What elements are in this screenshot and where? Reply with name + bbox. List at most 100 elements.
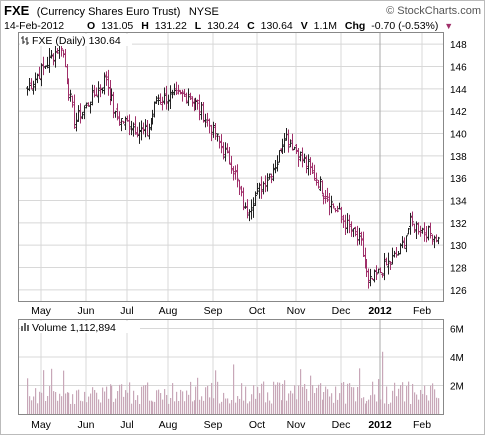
- ohlc-bar: [399, 243, 402, 255]
- volume-bar: [223, 392, 225, 414]
- volume-bar: [147, 382, 149, 414]
- ohlc-bar: [317, 180, 320, 189]
- ohlc-bar: [212, 121, 215, 138]
- ohlc-bar: [433, 235, 436, 249]
- volume-bar: [108, 398, 110, 414]
- volume-bar: [365, 403, 367, 414]
- volume-bar: [265, 402, 267, 414]
- ohlc-bar: [427, 225, 430, 241]
- volume-bar: [325, 386, 327, 414]
- ohlc-bar: [52, 53, 55, 66]
- ohlc-bar: [313, 164, 316, 181]
- ohlc-bar: [381, 272, 384, 278]
- volume-bar: [154, 401, 156, 414]
- volume-bar: [184, 401, 186, 414]
- volume-bar: [57, 400, 59, 414]
- volume-bar: [41, 392, 43, 414]
- volume-bar: [100, 402, 102, 414]
- ohlc-bar: [362, 231, 365, 258]
- volume-bar: [394, 382, 396, 414]
- volume-bar: [162, 399, 164, 414]
- volume-bar: [182, 391, 184, 414]
- volume-bar: [357, 386, 359, 414]
- volume-bar: [59, 393, 61, 414]
- x-tick-label: May: [31, 305, 52, 317]
- volume-bar: [115, 398, 117, 414]
- volume-bar: [76, 390, 78, 414]
- ohlc-bar: [340, 206, 343, 224]
- volume-bar: [275, 384, 277, 414]
- volume-bar: [156, 390, 158, 414]
- ohlc-bar: [151, 109, 154, 125]
- volume-bar: [361, 398, 363, 414]
- ohlc-bar: [419, 225, 422, 237]
- open-label: O: [87, 20, 95, 32]
- volume-bar: [432, 383, 434, 414]
- ohlc-bar: [191, 96, 194, 107]
- volume-bar: [255, 398, 257, 414]
- volume-bar: [420, 389, 422, 414]
- ohlc-bar: [332, 203, 335, 209]
- ohlc-bar: [67, 78, 70, 101]
- volume-bar: [192, 401, 194, 414]
- ohlc-bar: [321, 180, 324, 195]
- volume-bar: [98, 399, 100, 414]
- ohlc-bar: [379, 267, 382, 273]
- ohlc-bar: [187, 88, 190, 106]
- volume-bar: [166, 394, 168, 414]
- ohlc-bar: [236, 164, 239, 188]
- change-down-arrow-icon: ▼: [444, 21, 453, 31]
- ohlc-bar: [32, 80, 35, 95]
- volume-bar: [176, 391, 178, 414]
- ohlc-bar: [28, 77, 31, 92]
- volume-bar: [273, 381, 275, 414]
- volume-bar: [145, 384, 147, 414]
- ohlc-bar: [301, 147, 304, 168]
- ohlc-bar: [77, 105, 80, 122]
- ohlc-bar: [177, 84, 180, 95]
- volume-bar: [194, 400, 196, 414]
- volume-bar: [168, 403, 170, 414]
- volume-bar: [215, 370, 217, 414]
- x-tick-label: May: [31, 419, 52, 431]
- quote-date: 14-Feb-2012: [4, 20, 64, 32]
- ohlc-bar: [36, 73, 39, 84]
- volume-bar: [29, 396, 31, 414]
- ohlc-bar: [403, 237, 406, 249]
- volume-bar: [152, 401, 154, 414]
- volume-bar: [90, 393, 92, 414]
- volume-bar: [68, 392, 70, 414]
- ohlc-bar: [128, 114, 131, 136]
- ohlc-bar: [91, 84, 94, 106]
- ohlc-bar: [40, 63, 43, 87]
- volume-bar: [424, 385, 426, 414]
- ohlc-bar: [244, 202, 247, 209]
- volume-bar: [237, 396, 239, 414]
- volume-legend-bg: [20, 321, 140, 333]
- ohlc-bar: [85, 102, 88, 109]
- volume-bar: [333, 402, 335, 414]
- volume-bar: [414, 392, 416, 414]
- ohlc-bar: [157, 94, 160, 105]
- ohlc-bar: [293, 146, 296, 150]
- volume-bar: [351, 387, 353, 414]
- volume-bar: [151, 400, 153, 414]
- volume-bar: [45, 400, 47, 414]
- change-value: -0.70 (-0.53%): [371, 20, 438, 32]
- ohlc-bar: [272, 163, 275, 182]
- volume-bar: [257, 386, 259, 414]
- volume-bar: [125, 390, 127, 414]
- volume-bar: [310, 375, 312, 414]
- volume-bar: [374, 394, 376, 414]
- ohlc-bar: [171, 89, 174, 99]
- volume-bar: [65, 393, 67, 414]
- x-tick-label: 2012: [368, 419, 392, 431]
- ohlc-bar: [268, 173, 271, 180]
- volume-bar: [239, 398, 241, 414]
- x-tick-label: Nov: [287, 419, 306, 431]
- volume-bar: [355, 401, 357, 414]
- ohlc-bar: [266, 173, 269, 192]
- volume-bar: [133, 390, 135, 414]
- ohlc-bar: [274, 160, 277, 174]
- price-tick-label: 130: [450, 241, 467, 252]
